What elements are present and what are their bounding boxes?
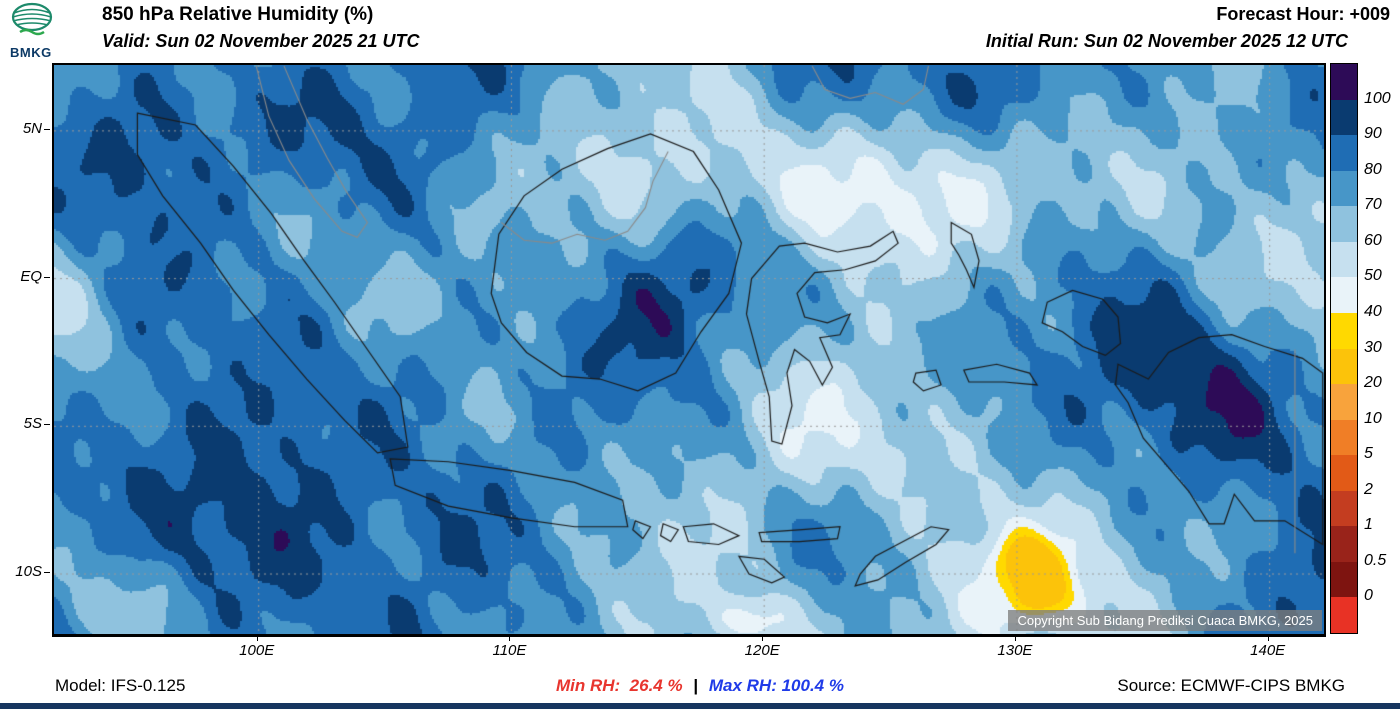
bmkg-logo: BMKG bbox=[10, 2, 90, 60]
model-label: Model: IFS-0.125 bbox=[55, 676, 186, 695]
valid-time-label: Valid: Sun 02 November 2025 21 UTC bbox=[102, 31, 420, 51]
minmax-separator: | bbox=[693, 676, 699, 695]
y-tick-label: 10S bbox=[15, 563, 42, 581]
bmkg-logo-icon bbox=[11, 2, 53, 36]
x-tick-label: 120E bbox=[744, 642, 780, 659]
colorbar-tick-label: 10 bbox=[1364, 409, 1382, 427]
colorbar-segment bbox=[1331, 241, 1357, 278]
colorbar-segment bbox=[1331, 277, 1357, 313]
colorbar-tick-label: 60 bbox=[1364, 231, 1382, 249]
colorbar-segment bbox=[1331, 64, 1357, 100]
colorbar-tick-labels: 100 90 80 70 60 50 40 30 20 10 5 2 1 0.5 0 bbox=[1364, 63, 1400, 632]
colorbar-segment bbox=[1331, 561, 1357, 598]
colorbar-segment bbox=[1331, 206, 1357, 242]
colorbar-segment bbox=[1331, 348, 1357, 385]
colorbar-tick-label: 40 bbox=[1364, 302, 1382, 320]
colorbar-segment bbox=[1331, 597, 1357, 633]
humidity-field-canvas bbox=[54, 65, 1324, 634]
page-title: 850 hPa Relative Humidity (%) bbox=[102, 4, 374, 25]
colorbar-tick-label: 0.5 bbox=[1364, 551, 1387, 569]
x-tick-label: 140E bbox=[1250, 642, 1286, 659]
x-tick-label: 130E bbox=[997, 642, 1033, 659]
colorbar-tick-label: 90 bbox=[1364, 125, 1382, 143]
forecast-hour-label: Forecast Hour: +009 bbox=[1216, 4, 1390, 24]
x-tick-mark bbox=[509, 635, 511, 641]
x-tick-mark bbox=[1267, 635, 1269, 641]
colorbar-segment bbox=[1331, 384, 1357, 420]
x-tick-label: 100E bbox=[239, 642, 275, 659]
x-tick-mark bbox=[256, 635, 258, 641]
colorbar-tick-label: 0 bbox=[1364, 587, 1373, 605]
colorbar-segment bbox=[1331, 526, 1357, 562]
colorbar-segment bbox=[1331, 312, 1357, 349]
initial-run-label: Initial Run: Sun 02 November 2025 12 UTC bbox=[985, 31, 1348, 51]
y-tick-label: 5S bbox=[23, 415, 42, 433]
y-tick-label: 5N bbox=[22, 119, 42, 137]
colorbar-tick-label: 1 bbox=[1364, 516, 1373, 534]
bottom-accent-bar bbox=[0, 703, 1400, 709]
colorbar-segment bbox=[1331, 135, 1357, 171]
colorbar-tick-label: 2 bbox=[1364, 480, 1373, 498]
x-tick-mark bbox=[1014, 635, 1016, 641]
x-tick-label: 110E bbox=[492, 642, 527, 659]
y-tick-mark bbox=[44, 572, 50, 574]
colorbar-tick-label: 50 bbox=[1364, 267, 1382, 285]
colorbar-segment bbox=[1331, 99, 1357, 136]
y-tick-mark bbox=[44, 276, 50, 278]
colorbar-tick-label: 5 bbox=[1364, 445, 1373, 463]
colorbar-segment bbox=[1331, 490, 1357, 527]
colorbar-tick-label: 80 bbox=[1364, 160, 1382, 178]
colorbar-tick-label: 70 bbox=[1364, 196, 1382, 214]
bmkg-logo-text: BMKG bbox=[10, 45, 52, 60]
map-frame: Copyright Sub Bidang Prediksi Cuaca BMKG… bbox=[52, 63, 1326, 637]
y-tick-mark bbox=[44, 424, 50, 426]
minmax-readout: Min RH: 26.4 % | Max RH: 100.4 % bbox=[0, 676, 1400, 696]
colorbar-tick-label: 100 bbox=[1364, 89, 1391, 107]
source-label: Source: ECMWF-CIPS BMKG bbox=[1117, 676, 1345, 695]
x-tick-mark bbox=[762, 635, 764, 641]
min-rh-value: Min RH: 26.4 % bbox=[556, 676, 683, 695]
max-rh-value: Max RH: 100.4 % bbox=[708, 676, 844, 695]
colorbar-segment bbox=[1331, 455, 1357, 491]
y-tick-label: EQ bbox=[20, 267, 42, 285]
colorbar-segment bbox=[1331, 170, 1357, 207]
colorbar-segment bbox=[1331, 419, 1357, 456]
copyright-overlay: Copyright Sub Bidang Prediksi Cuaca BMKG… bbox=[1008, 610, 1322, 631]
colorbar-tick-label: 30 bbox=[1364, 338, 1382, 356]
y-tick-mark bbox=[44, 128, 50, 130]
colorbar-tick-label: 20 bbox=[1364, 374, 1382, 392]
colorbar bbox=[1330, 63, 1358, 634]
